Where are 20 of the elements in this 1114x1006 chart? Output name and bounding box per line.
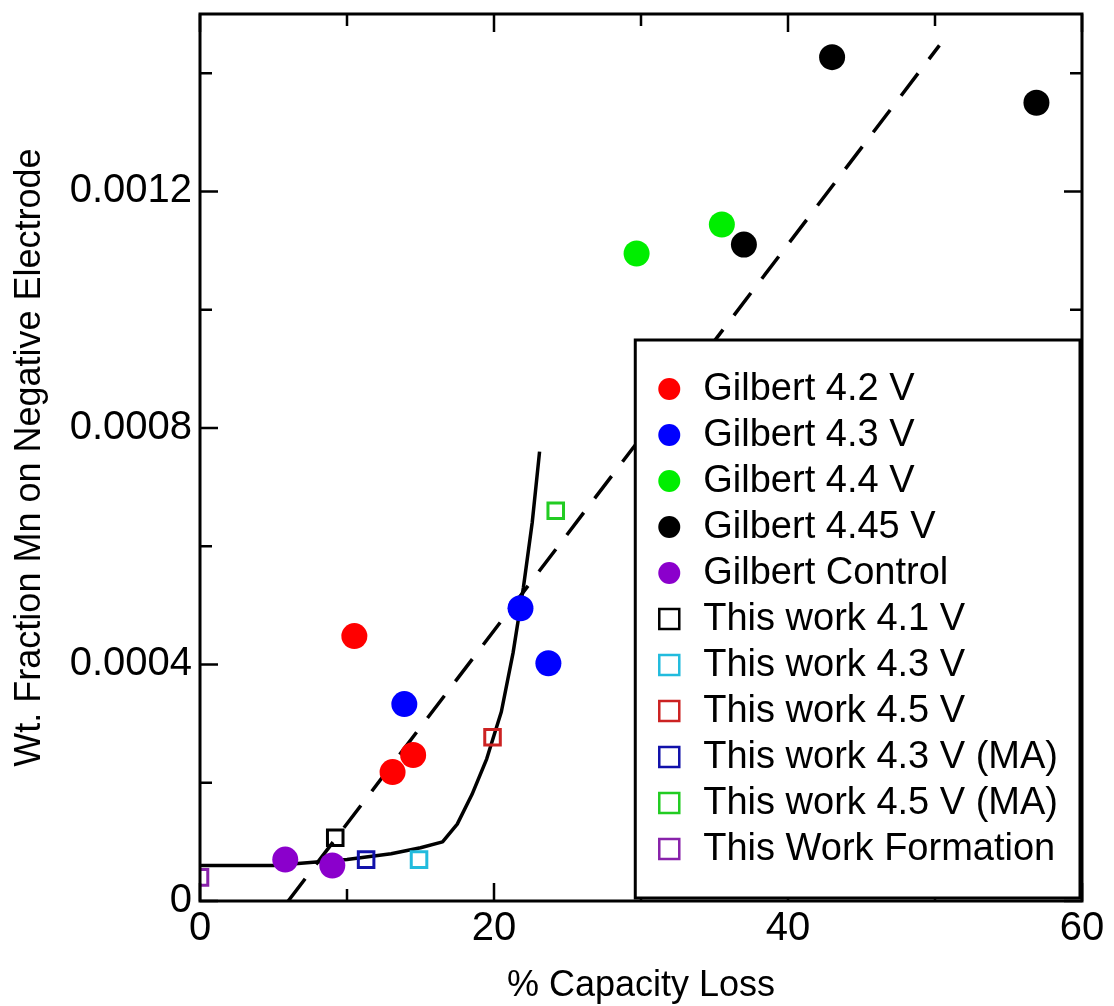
legend-label: This work 4.1 V <box>703 596 966 639</box>
y-tick-label: 0.0004 <box>69 639 192 684</box>
y-tick-label: 0.0008 <box>69 402 192 447</box>
legend-label: Gilbert 4.4 V <box>703 458 916 501</box>
legend-label: Gilbert 4.3 V <box>703 412 916 455</box>
legend-label: This work 4.5 V <box>703 688 966 731</box>
legend-label: Gilbert 4.45 V <box>703 504 937 547</box>
legend-label: Gilbert 4.2 V <box>703 366 916 409</box>
x-tick-label: 20 <box>471 904 517 949</box>
legend-label: This work 4.3 V (MA) <box>703 734 1059 777</box>
y-tick-label: 0.0012 <box>69 166 192 211</box>
y-tick-label: 0 <box>169 876 192 921</box>
legend-label: Gilbert Control <box>703 550 949 593</box>
legend-label: This Work Formation <box>703 826 1056 869</box>
legend-label: This work 4.3 V <box>703 642 966 685</box>
x-axis-title: % Capacity Loss <box>506 962 776 1004</box>
legend-label: This work 4.5 V (MA) <box>703 780 1059 823</box>
x-tick-label: 60 <box>1059 904 1105 949</box>
x-tick-label: 40 <box>765 904 811 949</box>
y-axis-title: Wt. Fraction Mn on Negative Electrode <box>6 148 48 767</box>
